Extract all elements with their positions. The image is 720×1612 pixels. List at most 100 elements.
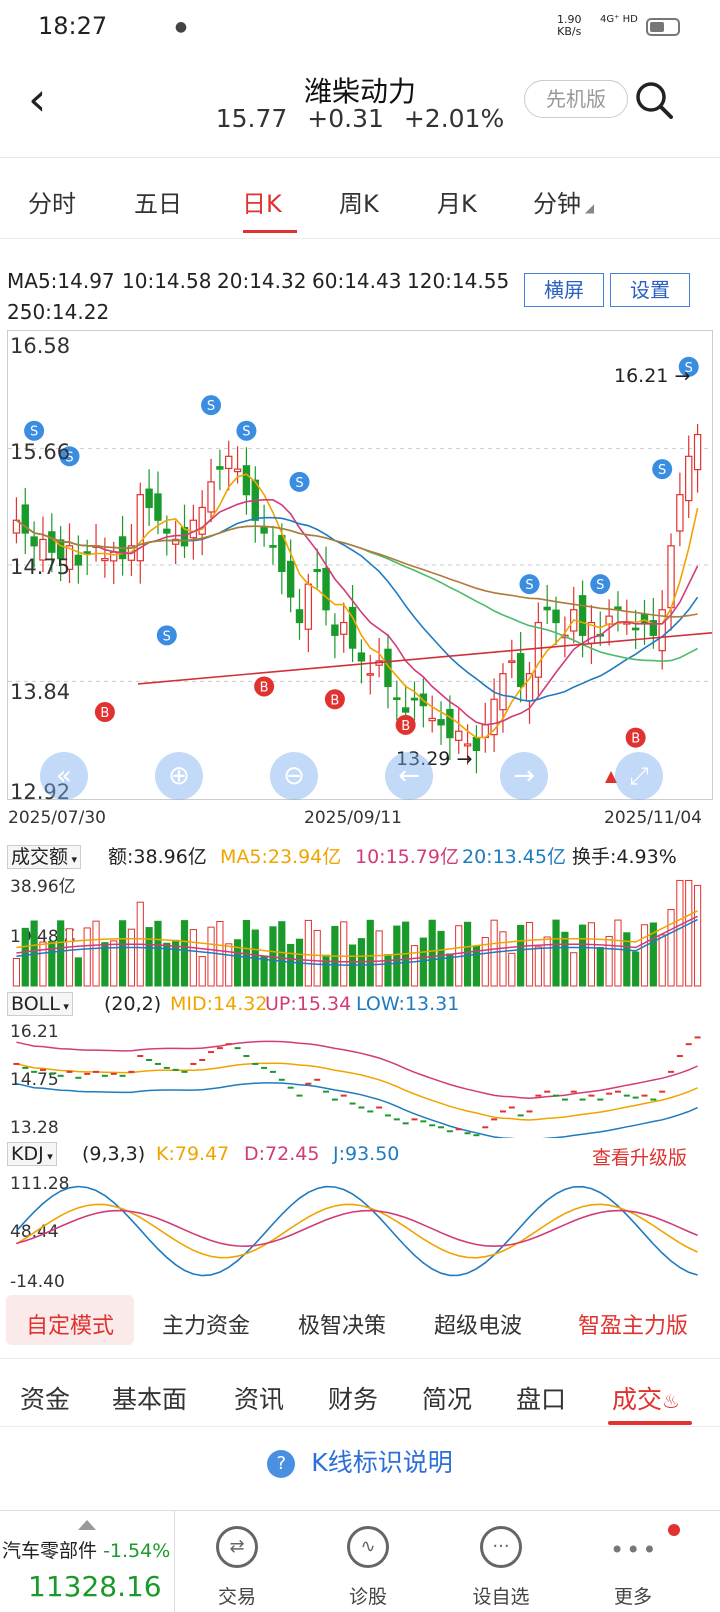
marker-label: S bbox=[596, 578, 604, 593]
candle-body bbox=[463, 743, 472, 747]
volume-bar bbox=[658, 934, 666, 987]
tab-weekly-k[interactable]: 周K bbox=[339, 190, 379, 218]
candle-body bbox=[286, 560, 295, 598]
kdj-d: D:72.45 bbox=[244, 1143, 320, 1165]
volume-ma-line bbox=[16, 910, 698, 958]
landscape-button[interactable]: 横屏 bbox=[524, 273, 604, 307]
ma250-label: 250:14.22 bbox=[7, 300, 110, 324]
volume-bar bbox=[278, 921, 286, 987]
nav-add-favorite[interactable]: ··· 设自选 bbox=[446, 1510, 556, 1612]
candle-body bbox=[242, 465, 251, 496]
volume-chart[interactable] bbox=[8, 866, 712, 988]
mode-smart-decision[interactable]: 极智决策 bbox=[298, 1314, 387, 1339]
upgrade-link[interactable]: 查看升级版 bbox=[592, 1147, 688, 1169]
tab-news[interactable]: 资讯 bbox=[234, 1385, 285, 1414]
candle-body bbox=[658, 609, 666, 652]
kdj-chart[interactable] bbox=[8, 1172, 712, 1288]
candle-body bbox=[21, 504, 29, 534]
volume-bar bbox=[667, 909, 675, 987]
volume-bar bbox=[48, 940, 56, 987]
sector-index[interactable]: 汽车零部件 -1.54% 11328.16 bbox=[0, 1510, 175, 1612]
tab-intraday[interactable]: 分时 bbox=[28, 190, 76, 218]
buy-marker bbox=[395, 714, 416, 735]
mode-custom[interactable]: 自定模式 bbox=[26, 1314, 115, 1339]
candle-body bbox=[331, 624, 339, 636]
next-icon[interactable]: → bbox=[500, 752, 548, 800]
volume-selector[interactable]: 成交额 ▾ bbox=[7, 845, 82, 869]
boll-chart[interactable] bbox=[8, 1020, 712, 1138]
volume-bar bbox=[110, 940, 118, 987]
kdj-selector[interactable]: KDJ ▾ bbox=[7, 1142, 57, 1166]
volume-bar bbox=[57, 920, 65, 987]
candle-body bbox=[437, 719, 445, 726]
marker-label: S bbox=[65, 450, 73, 465]
candle-body bbox=[260, 526, 268, 534]
kdj-line bbox=[15, 1185, 698, 1277]
volume-amount: 额:38.96亿 bbox=[108, 846, 207, 868]
candle-body bbox=[667, 545, 675, 609]
candle-body bbox=[428, 717, 436, 722]
candle-body bbox=[48, 531, 56, 553]
tab-funds[interactable]: 资金 bbox=[20, 1385, 71, 1414]
tab-trades[interactable]: 成交♨ bbox=[612, 1385, 680, 1414]
zoom-out-icon[interactable]: ⊖ bbox=[270, 752, 318, 800]
volume-bar bbox=[233, 939, 242, 987]
search-icon[interactable] bbox=[634, 80, 674, 120]
volume-bar bbox=[578, 924, 587, 987]
kline-chart[interactable] bbox=[7, 330, 713, 800]
volume-ma20: 20:13.45亿 bbox=[462, 846, 566, 868]
boll-up: UP:15.34 bbox=[265, 993, 352, 1015]
nav-diagnose[interactable]: ∿ 诊股 bbox=[313, 1510, 423, 1612]
tab-five-day[interactable]: 五日 bbox=[134, 190, 182, 218]
marker-label: S bbox=[685, 361, 693, 376]
tab-minute[interactable]: 分钟 ◢ bbox=[533, 190, 595, 218]
back-button[interactable]: ‹ bbox=[28, 72, 47, 126]
volume-bar bbox=[12, 958, 21, 987]
candle-body bbox=[676, 494, 684, 532]
candle-body bbox=[180, 526, 189, 547]
pioneer-version-button[interactable]: 先机版 bbox=[524, 80, 628, 118]
buy-marker bbox=[94, 702, 115, 723]
candle-body bbox=[207, 481, 215, 513]
candle-body bbox=[393, 697, 401, 701]
candle-body bbox=[357, 652, 366, 662]
kdj-line bbox=[15, 1203, 698, 1259]
marker-label: S bbox=[163, 629, 171, 644]
marker-label: B bbox=[100, 706, 109, 721]
candle-body bbox=[269, 545, 277, 548]
stock-quote: 15.77 +0.31 +2.01% bbox=[0, 104, 720, 133]
candle-body bbox=[649, 620, 658, 636]
zoom-in-icon[interactable]: ⊕ bbox=[155, 752, 203, 800]
volume-ma-line bbox=[16, 915, 698, 963]
rewind-icon[interactable]: « bbox=[40, 752, 88, 800]
tab-fundamentals[interactable]: 基本面 bbox=[112, 1385, 188, 1414]
kdj-header: KDJ ▾ bbox=[7, 1142, 57, 1166]
volume-bar bbox=[163, 942, 171, 987]
ma120-label: 120:14.55 bbox=[407, 269, 510, 293]
tab-profile[interactable]: 简况 bbox=[422, 1385, 473, 1414]
candle-body bbox=[233, 468, 242, 473]
diagnose-icon: ∿ bbox=[347, 1526, 389, 1568]
kline-legend-help[interactable]: ? K线标识说明 bbox=[0, 1443, 720, 1479]
settings-button[interactable]: 设置 bbox=[610, 273, 690, 307]
volume-bar bbox=[552, 919, 560, 987]
boll-selector[interactable]: BOLL ▾ bbox=[7, 992, 73, 1016]
tab-monthly-k[interactable]: 月K bbox=[437, 190, 477, 218]
candle-body bbox=[313, 569, 321, 572]
sell-marker bbox=[24, 420, 45, 441]
sell-marker bbox=[59, 446, 80, 467]
nav-more[interactable]: ••• 更多 bbox=[578, 1510, 688, 1612]
tab-orderbook[interactable]: 盘口 bbox=[516, 1385, 567, 1414]
volume-bar bbox=[260, 955, 268, 987]
mode-super-wave[interactable]: 超级电波 bbox=[434, 1314, 523, 1339]
turnover: 换手:4.93% bbox=[572, 846, 677, 868]
battery-icon bbox=[646, 18, 680, 36]
mode-main-funds[interactable]: 主力资金 bbox=[162, 1314, 251, 1339]
tab-daily-k[interactable]: 日K bbox=[242, 190, 282, 218]
fullscreen-icon[interactable]: ⤢ bbox=[615, 752, 663, 800]
status-bar: 18:27 淘 ☁ ● 支 1.90 KB/s 4G⁺ HD bbox=[0, 0, 720, 54]
prev-icon[interactable]: ← bbox=[385, 752, 433, 800]
tab-finance[interactable]: 财务 bbox=[328, 1385, 379, 1414]
nav-trade[interactable]: ⇄ 交易 bbox=[182, 1510, 292, 1612]
mode-zhiying[interactable]: 智盈主力版 bbox=[578, 1314, 689, 1339]
